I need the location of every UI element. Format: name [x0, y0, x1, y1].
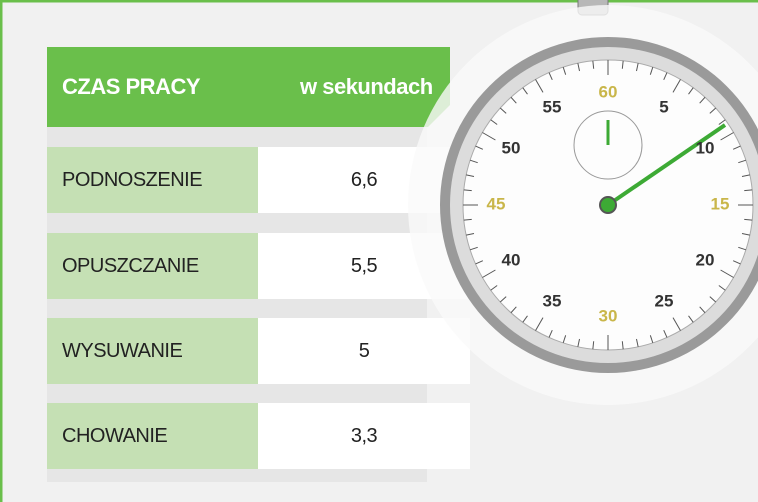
dial-number: 20 — [696, 250, 715, 269]
page: CZAS PRACY w sekundach PODNOSZENIE6,6OPU… — [0, 0, 758, 502]
dial-number: 40 — [502, 250, 521, 269]
dial-number: 5 — [659, 97, 668, 116]
dial-number: 10 — [696, 138, 715, 157]
dial-number: 50 — [502, 138, 521, 157]
dial-number: 35 — [543, 291, 562, 310]
dial-number: 15 — [711, 194, 730, 213]
dial-number: 55 — [543, 97, 562, 116]
hub — [600, 197, 616, 213]
stopwatch-layer: 55 50 45 40 35 30 25 20 15 10 5 60 — [0, 0, 758, 502]
dial-number: 60 — [599, 82, 618, 101]
stopwatch: 55 50 45 40 35 30 25 20 15 10 5 60 — [408, 0, 758, 405]
dial-number: 25 — [655, 291, 674, 310]
dial-number: 45 — [487, 194, 506, 213]
dial-number: 30 — [599, 306, 618, 325]
